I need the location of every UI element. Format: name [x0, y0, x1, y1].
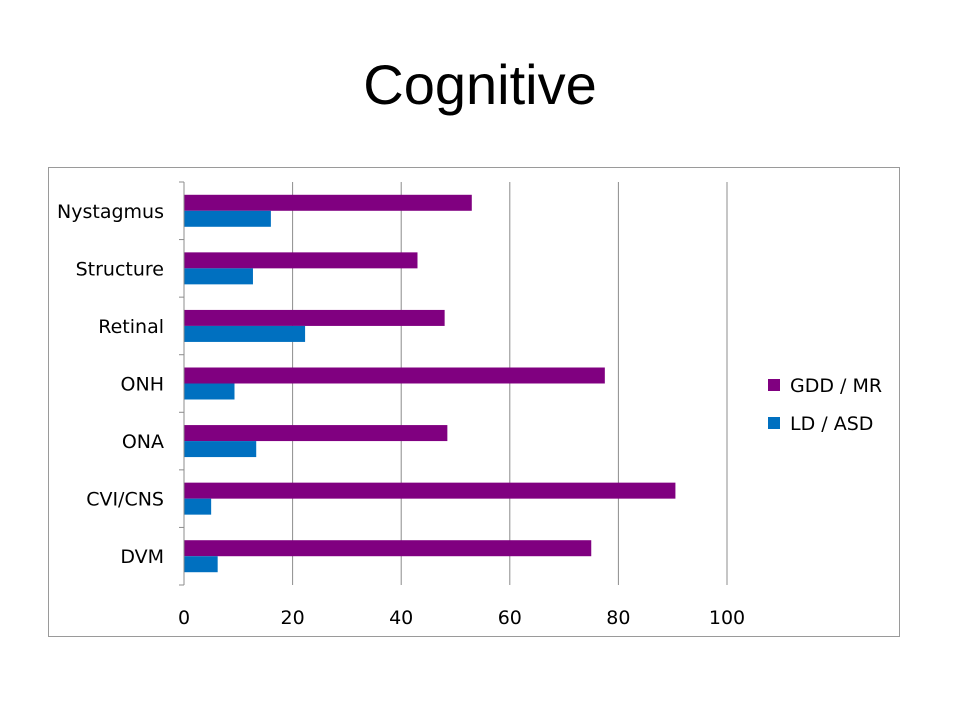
- tick-labels: 0 20 40 60 80 100: [178, 607, 745, 629]
- x-tick-label: 40: [389, 607, 413, 629]
- legend-swatch: [768, 379, 780, 391]
- category-label: Nystagmus: [57, 201, 164, 223]
- bar-gdd-mr: [184, 252, 418, 269]
- bar-gdd-mr: [184, 367, 605, 384]
- bar-ld-asd: [184, 268, 253, 285]
- bar-ld-asd: [184, 325, 306, 342]
- bar-ld-asd: [184, 383, 235, 400]
- bar-gdd-mr: [184, 309, 445, 326]
- legend: GDD / MR LD / ASD: [768, 375, 882, 435]
- bar-ld-asd: [184, 556, 218, 573]
- category-label: Retinal: [98, 316, 164, 338]
- bar-ld-asd: [184, 210, 271, 227]
- slide-title: Cognitive: [363, 53, 597, 116]
- legend-label: GDD / MR: [790, 375, 882, 397]
- category-label: ONA: [122, 431, 164, 453]
- bar-gdd-mr: [184, 425, 448, 442]
- bar-ld-asd: [184, 441, 257, 458]
- legend-label: LD / ASD: [790, 413, 873, 435]
- bar-gdd-mr: [184, 540, 592, 557]
- axes: [179, 181, 185, 586]
- x-tick-label: 60: [498, 607, 522, 629]
- x-tick-label: 20: [281, 607, 305, 629]
- x-tick-label: 80: [606, 607, 630, 629]
- legend-swatch: [768, 417, 780, 429]
- bars: [184, 194, 676, 573]
- category-labels: Nystagmus Structure Retinal ONH ONA CVI/CNS DV…: [57, 201, 164, 568]
- category-label: Structure: [76, 258, 164, 280]
- category-label: ONH: [121, 374, 164, 396]
- category-label: DVM: [120, 546, 164, 568]
- x-tick-label: 0: [178, 607, 190, 629]
- x-tick-label: 100: [709, 607, 745, 629]
- category-label: CVI/CNS: [86, 489, 164, 511]
- bar-gdd-mr: [184, 482, 676, 499]
- bar-gdd-mr: [184, 194, 472, 211]
- bar-ld-asd: [184, 498, 212, 515]
